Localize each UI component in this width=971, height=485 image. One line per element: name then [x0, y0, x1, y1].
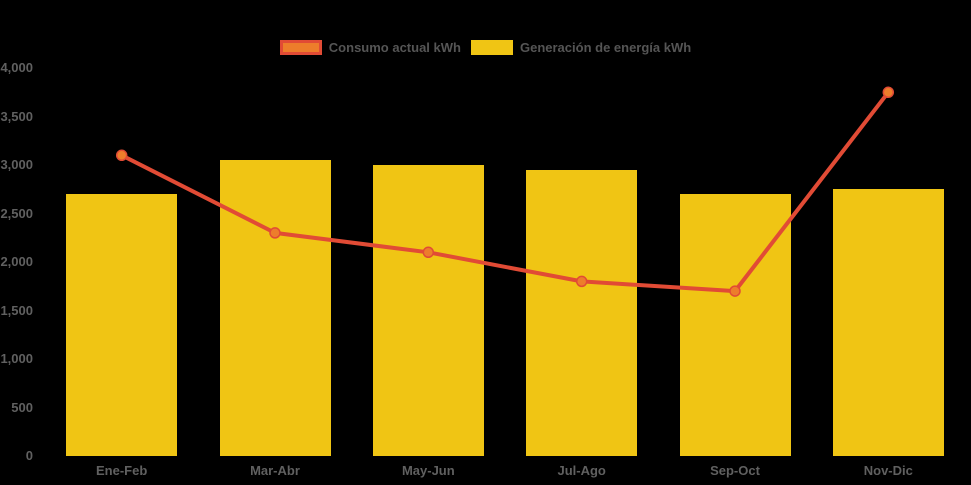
bar-generacion-mar-abr[interactable] — [219, 160, 331, 456]
bar-generacion-sep-oct[interactable] — [679, 194, 791, 456]
line-marker-sep-oct[interactable] — [729, 285, 741, 297]
bar-generacion-jul-ago[interactable] — [526, 169, 638, 456]
legend-item-consumo[interactable]: Consumo actual kWh — [279, 40, 461, 55]
y-axis-tick-label: 3,000 — [0, 157, 33, 172]
legend-swatch-consumo — [279, 40, 322, 55]
x-axis-label-jul-ago: Jul-Ago — [557, 463, 606, 478]
legend-item-generacion[interactable]: Generación de energía kWh — [470, 40, 692, 55]
x-axis-label-nov-dic: Nov-Dic — [863, 463, 913, 478]
legend-swatch-generacion — [470, 40, 513, 55]
line-marker-jul-ago[interactable] — [575, 275, 588, 288]
bar-generacion-ene-feb[interactable] — [66, 194, 178, 456]
x-axis-label-mar-abr: Mar-Abr — [250, 463, 300, 478]
legend-label-generacion: Generación de energía kWh — [519, 40, 692, 55]
line-marker-nov-dic[interactable] — [882, 86, 895, 99]
x-axis-label-sep-oct: Sep-Oct — [710, 463, 760, 478]
line-consumo — [119, 90, 891, 294]
y-axis-tick-label: 500 — [11, 399, 33, 415]
x-axis-label-ene-feb: Ene-Feb — [96, 463, 148, 478]
y-axis-tick-label: 1,000 — [0, 351, 33, 366]
bar-generacion-may-jun[interactable] — [372, 165, 484, 456]
line-marker-ene-feb[interactable] — [115, 149, 128, 162]
y-axis-tick-label: 3,500 — [0, 108, 33, 124]
x-axis-label-may-jun: May-Jun — [401, 463, 455, 478]
chart-legend: Consumo actual kWh Generación de energía … — [0, 40, 971, 55]
bar-generacion-nov-dic[interactable] — [832, 189, 944, 456]
y-axis-tick-label: 1,500 — [0, 302, 33, 318]
y-axis-tick-label: 2,000 — [0, 254, 33, 269]
line-marker-mar-abr[interactable] — [269, 227, 281, 239]
legend-label-consumo: Consumo actual kWh — [328, 40, 461, 55]
y-axis-tick-label: 0 — [25, 448, 33, 463]
y-axis-tick-label: 4,000 — [0, 60, 33, 75]
line-marker-may-jun[interactable] — [422, 246, 435, 259]
y-axis-tick-label: 2,500 — [0, 205, 33, 221]
